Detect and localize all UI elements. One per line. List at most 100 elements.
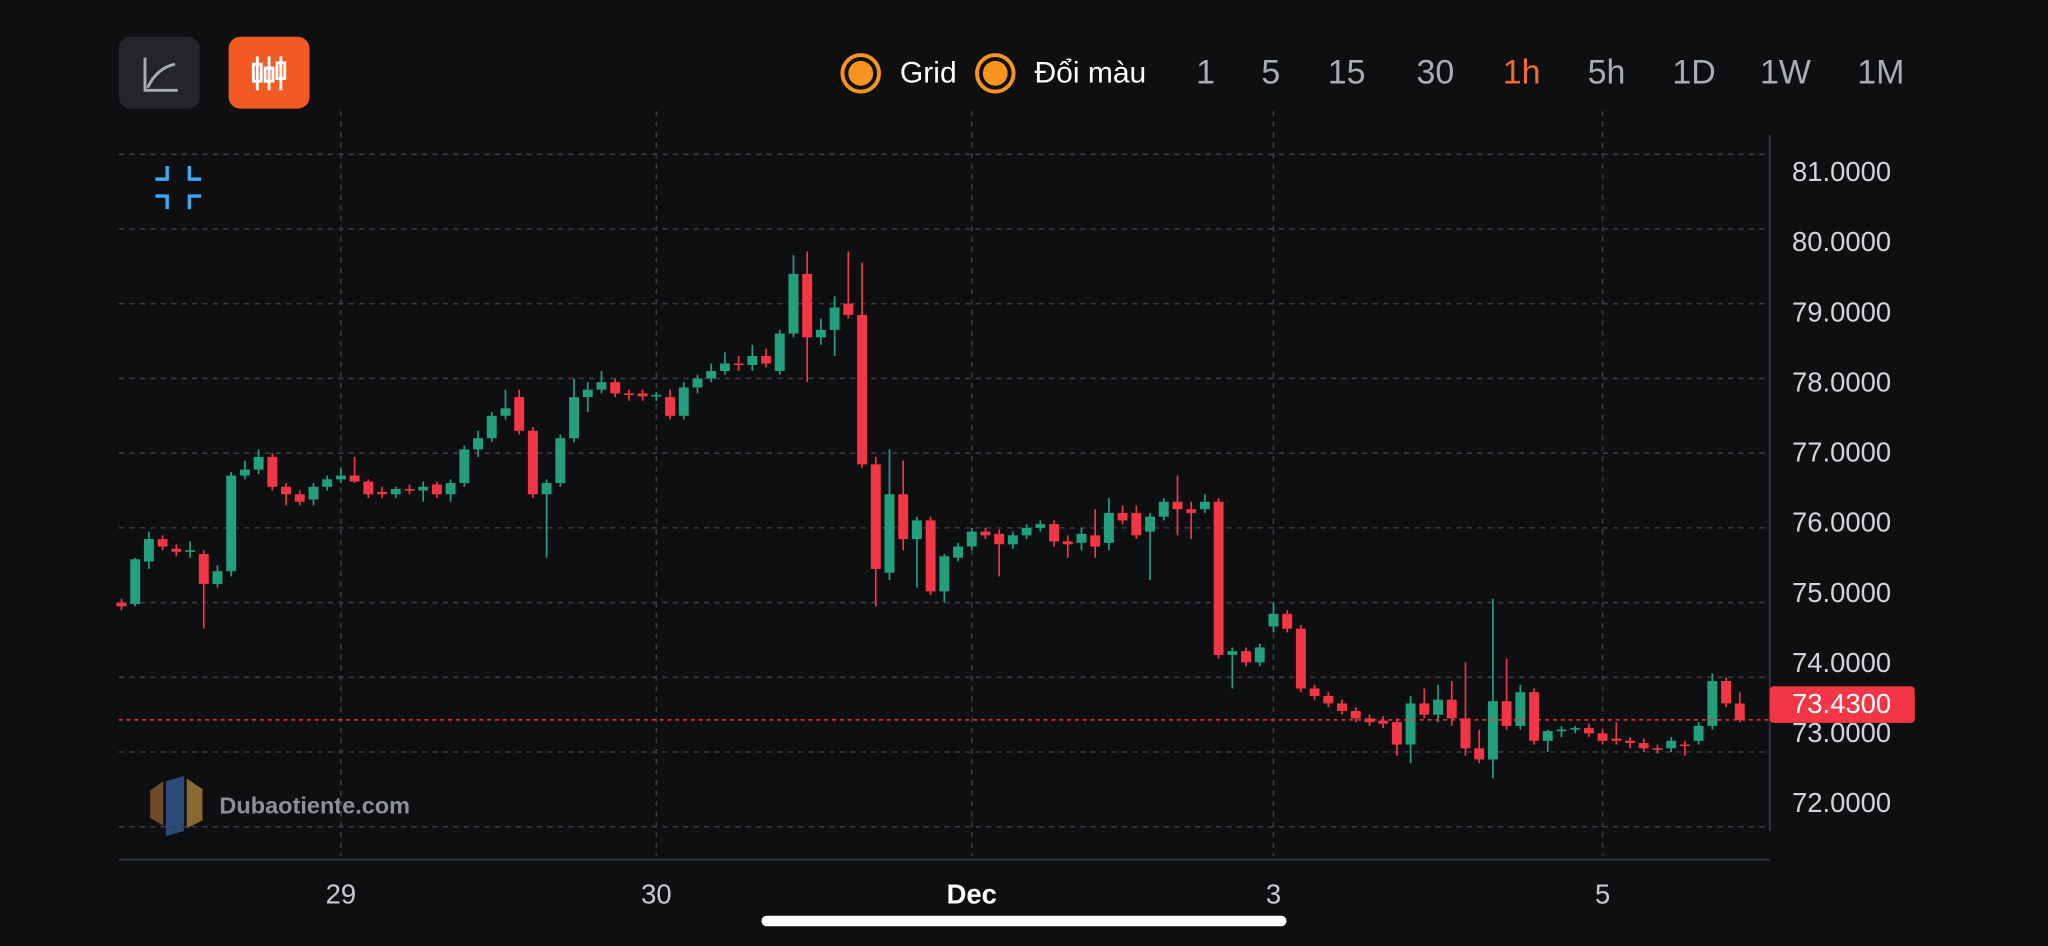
candle <box>1460 662 1471 756</box>
candle-body <box>1611 738 1622 741</box>
timeframe-button[interactable]: 1M <box>1857 54 1904 92</box>
candle <box>1721 677 1732 708</box>
y-tick-label: 80.0000 <box>1792 226 1891 257</box>
toggle[interactable]: Grid <box>840 53 957 94</box>
candle-body <box>294 494 305 502</box>
candle-body <box>898 494 909 540</box>
candle <box>706 363 717 383</box>
timeframe-button[interactable]: 1W <box>1760 54 1811 92</box>
candle-body <box>1679 744 1690 747</box>
x-tick-label: 3 <box>1266 878 1281 909</box>
candle <box>239 460 250 480</box>
candle <box>253 449 264 475</box>
candle-body <box>1268 613 1279 627</box>
candle <box>1433 684 1444 723</box>
candle <box>1350 707 1361 723</box>
timeframe-button[interactable]: 1 <box>1196 54 1215 92</box>
candle-body <box>857 314 868 465</box>
candle-body <box>665 397 676 416</box>
candle-body <box>1062 541 1073 545</box>
toggle-label: Grid <box>900 57 957 90</box>
candle <box>294 490 305 506</box>
candle <box>884 449 895 581</box>
candle <box>1131 505 1142 540</box>
candle <box>1570 725 1581 734</box>
candle-body <box>911 520 922 540</box>
candle-body <box>884 494 895 573</box>
candle <box>637 389 648 401</box>
line-icon <box>143 57 178 92</box>
candle <box>651 391 662 401</box>
candle <box>459 445 470 487</box>
candle <box>1007 531 1018 549</box>
candle <box>1117 505 1128 525</box>
last-price-label: 73.4300 <box>1792 688 1891 719</box>
y-tick-label: 81.0000 <box>1792 156 1891 187</box>
candle <box>500 389 511 420</box>
candle <box>843 251 854 319</box>
candle-body <box>1542 731 1553 741</box>
candle <box>857 262 868 469</box>
candle <box>925 516 936 596</box>
candle-body <box>966 531 977 547</box>
candle-body <box>418 486 429 491</box>
candle <box>911 516 922 588</box>
candle-icon <box>251 56 287 91</box>
candle-body <box>500 408 511 416</box>
line-chart-button[interactable] <box>118 36 200 109</box>
candle <box>1241 647 1252 667</box>
candle <box>829 296 840 357</box>
candle <box>1378 716 1389 729</box>
candle-body <box>226 475 237 572</box>
timeframe-button[interactable]: 30 <box>1417 54 1455 92</box>
candle <box>349 456 360 484</box>
candle-body <box>692 378 703 388</box>
candle <box>1638 738 1649 753</box>
candle-body <box>1172 501 1183 510</box>
candle <box>1295 624 1306 693</box>
candle <box>1035 520 1046 532</box>
candle <box>198 550 209 629</box>
candle-body <box>1529 692 1540 741</box>
timeframe-button[interactable]: 1h <box>1503 54 1541 92</box>
candle <box>1666 737 1677 753</box>
candle-body <box>774 333 785 371</box>
candle-body <box>130 559 141 605</box>
candle-body <box>843 303 854 315</box>
y-tick-label: 72.0000 <box>1792 787 1891 818</box>
collapse-icon[interactable] <box>155 166 202 210</box>
candle-body <box>1556 729 1567 732</box>
candle-body <box>1570 728 1581 730</box>
candle <box>1515 684 1526 730</box>
plot-area: 29 30 Dec 3 572.000073.000074.000075.000076.… <box>116 111 1915 909</box>
candle <box>377 486 388 498</box>
candle-body <box>1145 516 1156 532</box>
candle <box>966 527 977 551</box>
candle-body <box>1625 740 1636 744</box>
y-tick-label: 75.0000 <box>1792 577 1891 608</box>
candle-body <box>1721 681 1732 704</box>
candle-body <box>377 492 388 495</box>
timeframe-button[interactable]: 5 <box>1261 54 1280 92</box>
candle <box>281 483 292 506</box>
candle <box>994 529 1005 577</box>
timeframe-button[interactable]: 1D <box>1672 54 1715 92</box>
candle-body <box>761 356 772 364</box>
candle <box>1542 729 1553 753</box>
candle <box>1652 744 1663 754</box>
candle-body <box>623 393 634 395</box>
candle-chart-button[interactable] <box>228 36 310 109</box>
timeframe-button[interactable]: 15 <box>1328 54 1366 92</box>
candle-body <box>1131 512 1142 536</box>
candle <box>1186 501 1197 540</box>
timeframe-button[interactable]: 5h <box>1588 54 1626 92</box>
x-tick-label: 29 <box>326 878 356 909</box>
candle <box>418 481 429 502</box>
toggle[interactable]: Đổi màu <box>975 53 1146 94</box>
candle-body <box>953 546 964 558</box>
candle <box>1145 512 1156 581</box>
candle-body <box>1419 703 1430 715</box>
candle-body <box>582 389 593 398</box>
candle-body <box>267 456 278 487</box>
